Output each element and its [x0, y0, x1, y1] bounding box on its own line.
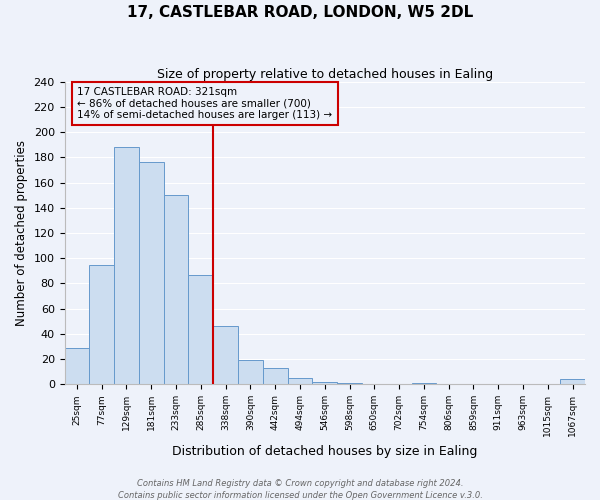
Title: Size of property relative to detached houses in Ealing: Size of property relative to detached ho… — [157, 68, 493, 80]
Bar — [139, 162, 164, 384]
Text: Contains HM Land Registry data © Crown copyright and database right 2024.
Contai: Contains HM Land Registry data © Crown c… — [118, 478, 482, 500]
Bar — [188, 274, 213, 384]
Bar — [287, 378, 313, 384]
X-axis label: Distribution of detached houses by size in Ealing: Distribution of detached houses by size … — [172, 444, 478, 458]
Text: 17, CASTLEBAR ROAD, LONDON, W5 2DL: 17, CASTLEBAR ROAD, LONDON, W5 2DL — [127, 5, 473, 20]
Bar — [164, 195, 188, 384]
Bar — [238, 360, 263, 384]
Bar — [65, 348, 89, 385]
Y-axis label: Number of detached properties: Number of detached properties — [15, 140, 28, 326]
Bar — [337, 383, 362, 384]
Bar — [560, 380, 585, 384]
Bar — [89, 264, 114, 384]
Bar — [263, 368, 287, 384]
Bar — [213, 326, 238, 384]
Bar — [412, 383, 436, 384]
Bar — [114, 147, 139, 384]
Text: 17 CASTLEBAR ROAD: 321sqm
← 86% of detached houses are smaller (700)
14% of semi: 17 CASTLEBAR ROAD: 321sqm ← 86% of detac… — [77, 86, 332, 120]
Bar — [313, 382, 337, 384]
